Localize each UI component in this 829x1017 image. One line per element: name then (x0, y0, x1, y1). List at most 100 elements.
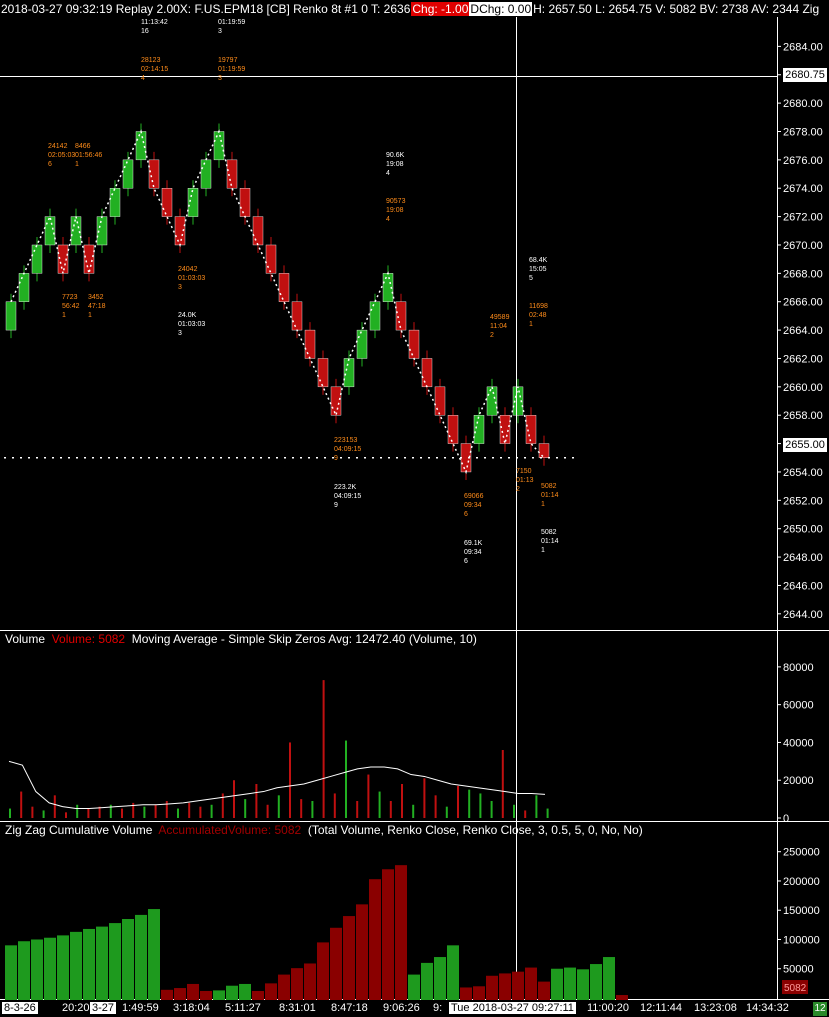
zigzag-volume-bar (564, 967, 576, 1000)
volume-bar (87, 808, 90, 818)
time-label: 12:11:44 (640, 1002, 683, 1014)
zigzag-annotation: 49589 11:04 2 (490, 314, 510, 339)
renko-brick (239, 188, 251, 217)
zigzag-volume-bar (369, 879, 381, 1000)
time-label: 14:34:32 (746, 1002, 789, 1014)
renko-brick (317, 358, 329, 388)
volume-bar (322, 680, 325, 818)
renko-brick (187, 188, 199, 217)
zigzag-annotation: 90573 19:08 4 (386, 198, 406, 223)
zigzag-volume-bar (382, 869, 394, 1000)
zigzag-volume-bar (239, 983, 251, 1000)
volume-bar (233, 780, 235, 818)
volume-bar (277, 795, 280, 818)
zigzag-annotation: 7723 56:42 1 (62, 294, 80, 319)
volume-bar (109, 804, 112, 818)
zigzag-volume-bar (525, 967, 537, 1000)
zigzag-volume-bar (70, 931, 82, 1000)
zigzag-volume-bar (148, 909, 160, 1000)
renko-brick (356, 329, 368, 359)
price-tick-label: 2658.00 (783, 410, 823, 422)
zigzag-volume-bar (460, 987, 472, 1000)
zigzag-volume-bar (486, 975, 498, 1000)
volume-bar (244, 799, 247, 818)
zigzag-volume-bar (161, 989, 173, 1000)
time-label: 20:20 (62, 1002, 90, 1014)
time-label-crosshair: Tue 2018-03-27 09:27:11 (449, 1002, 576, 1014)
daily-change-badge: DChg: 0.00 (469, 1, 533, 16)
zigzag-annotation: 223153 04:09:15 9 (334, 437, 362, 462)
time-label: 5:11:27 (225, 1002, 261, 1014)
zigzag-tick-label: 50000 (783, 964, 814, 976)
change-badge: Chg: -1.00 (411, 1, 470, 16)
volume-bar (333, 793, 336, 818)
zigzag-volume-bar (96, 926, 108, 1000)
price-tick-label: 2660.00 (783, 382, 823, 394)
zigzag-volume-bar (18, 941, 30, 1000)
zigzag-volume-bar (577, 969, 589, 1000)
volume-bar (143, 806, 146, 818)
volume-bar (76, 804, 79, 818)
zigzag-volume-bar (499, 973, 511, 1000)
volume-bar (412, 804, 415, 818)
zigzag-title-rest: (Total Volume, Renko Close, Renko Close,… (307, 823, 643, 837)
corner-badge[interactable]: 12 (813, 1002, 827, 1016)
renko-brick (200, 159, 212, 189)
renko-brick (330, 386, 342, 416)
volume-bar (20, 791, 23, 818)
zigzag-annotation: 01:19:59 3 (218, 19, 246, 35)
volume-bar (378, 791, 381, 818)
zigzag-volume-bar (590, 964, 602, 1000)
zigzag-volume-bar (330, 927, 342, 1000)
renko-brick (252, 216, 264, 246)
last-price-label: 2655.00 (783, 438, 827, 452)
zigzag-volume-bar (252, 990, 264, 1000)
zigzag-annotation: 24.0K 01:03:03 3 (178, 312, 206, 337)
renko-brick (486, 386, 498, 416)
volume-bar (434, 795, 437, 818)
price-tick-label: 2676.00 (783, 155, 823, 167)
volume-title-rest: Moving Average - Simple Skip Zeros Avg: … (131, 632, 477, 646)
renko-brick (18, 273, 30, 302)
zigzag-annotation: 90.6K 19:08 4 (386, 152, 405, 177)
time-label: 3-27 (90, 1002, 117, 1014)
renko-brick (421, 358, 433, 388)
zigzag-annotation: 24042 01:03:03 3 (178, 266, 206, 291)
time-label: 3:18:04 (173, 1002, 210, 1014)
price-tick-label: 2668.00 (783, 268, 823, 280)
renko-brick (83, 244, 95, 274)
volume-title-value: Volume: 5082 (51, 632, 126, 646)
zigzag-volume-bar (317, 942, 329, 1000)
price-tick-label: 2652.00 (783, 495, 823, 507)
zigzag-volume-bar (135, 914, 147, 1000)
zigzag-volume-bar (304, 963, 316, 1000)
price-tick-label: 2678.00 (783, 126, 823, 138)
time-label: 8:47:18 (331, 1002, 368, 1014)
volume-title-name: Volume (5, 632, 46, 646)
zigzag-volume-bar (265, 983, 277, 1000)
volume-bar (546, 808, 549, 818)
volume-bar (311, 801, 314, 818)
zigzag-volume-bar (551, 968, 563, 1000)
renko-brick (109, 188, 121, 217)
volume-bar (524, 810, 527, 818)
price-tick-label: 2666.00 (783, 297, 823, 309)
volume-bar (535, 795, 538, 818)
zigzag-volume-bar (434, 957, 446, 1000)
zigzag-annotation: 69066 09:34 6 (464, 493, 484, 518)
renko-brick (161, 188, 173, 217)
zigzag-volume-bar (291, 968, 303, 1000)
zigzag-volume-bar (122, 919, 134, 1000)
zigzag-volume-bar (343, 916, 355, 1000)
zigzag-annotation: 68.4K 15:05 5 (529, 257, 548, 282)
time-label: 9:06:26 (383, 1002, 420, 1014)
zigzag-title-name: Zig Zag Cumulative Volume (5, 823, 153, 837)
header-title: 2018-03-27 09:32:19 Replay 2.00X: F.US.E… (1, 1, 411, 16)
volume-tick-label: 0 (783, 813, 789, 825)
renko-brick (122, 159, 134, 189)
volume-bar (401, 784, 403, 818)
volume-bar (121, 808, 123, 818)
zigzag-line (10, 129, 545, 475)
zigzag-annotation: 11:13:42 16 (141, 19, 168, 35)
